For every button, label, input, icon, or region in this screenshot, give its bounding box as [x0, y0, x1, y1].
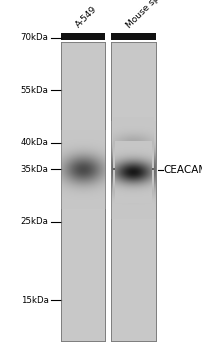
Text: CEACAM3: CEACAM3: [163, 165, 202, 175]
Text: Mouse spleen: Mouse spleen: [125, 0, 175, 30]
Text: 70kDa: 70kDa: [21, 33, 48, 42]
Text: 55kDa: 55kDa: [21, 86, 48, 95]
Text: 35kDa: 35kDa: [21, 164, 48, 174]
Bar: [111, 33, 156, 40]
Text: 15kDa: 15kDa: [21, 296, 48, 305]
Text: 25kDa: 25kDa: [21, 217, 48, 226]
Text: 40kDa: 40kDa: [21, 138, 48, 147]
Bar: [111, 42, 156, 341]
Bar: [61, 33, 105, 40]
Text: A-549: A-549: [74, 5, 99, 30]
Bar: [61, 42, 105, 341]
